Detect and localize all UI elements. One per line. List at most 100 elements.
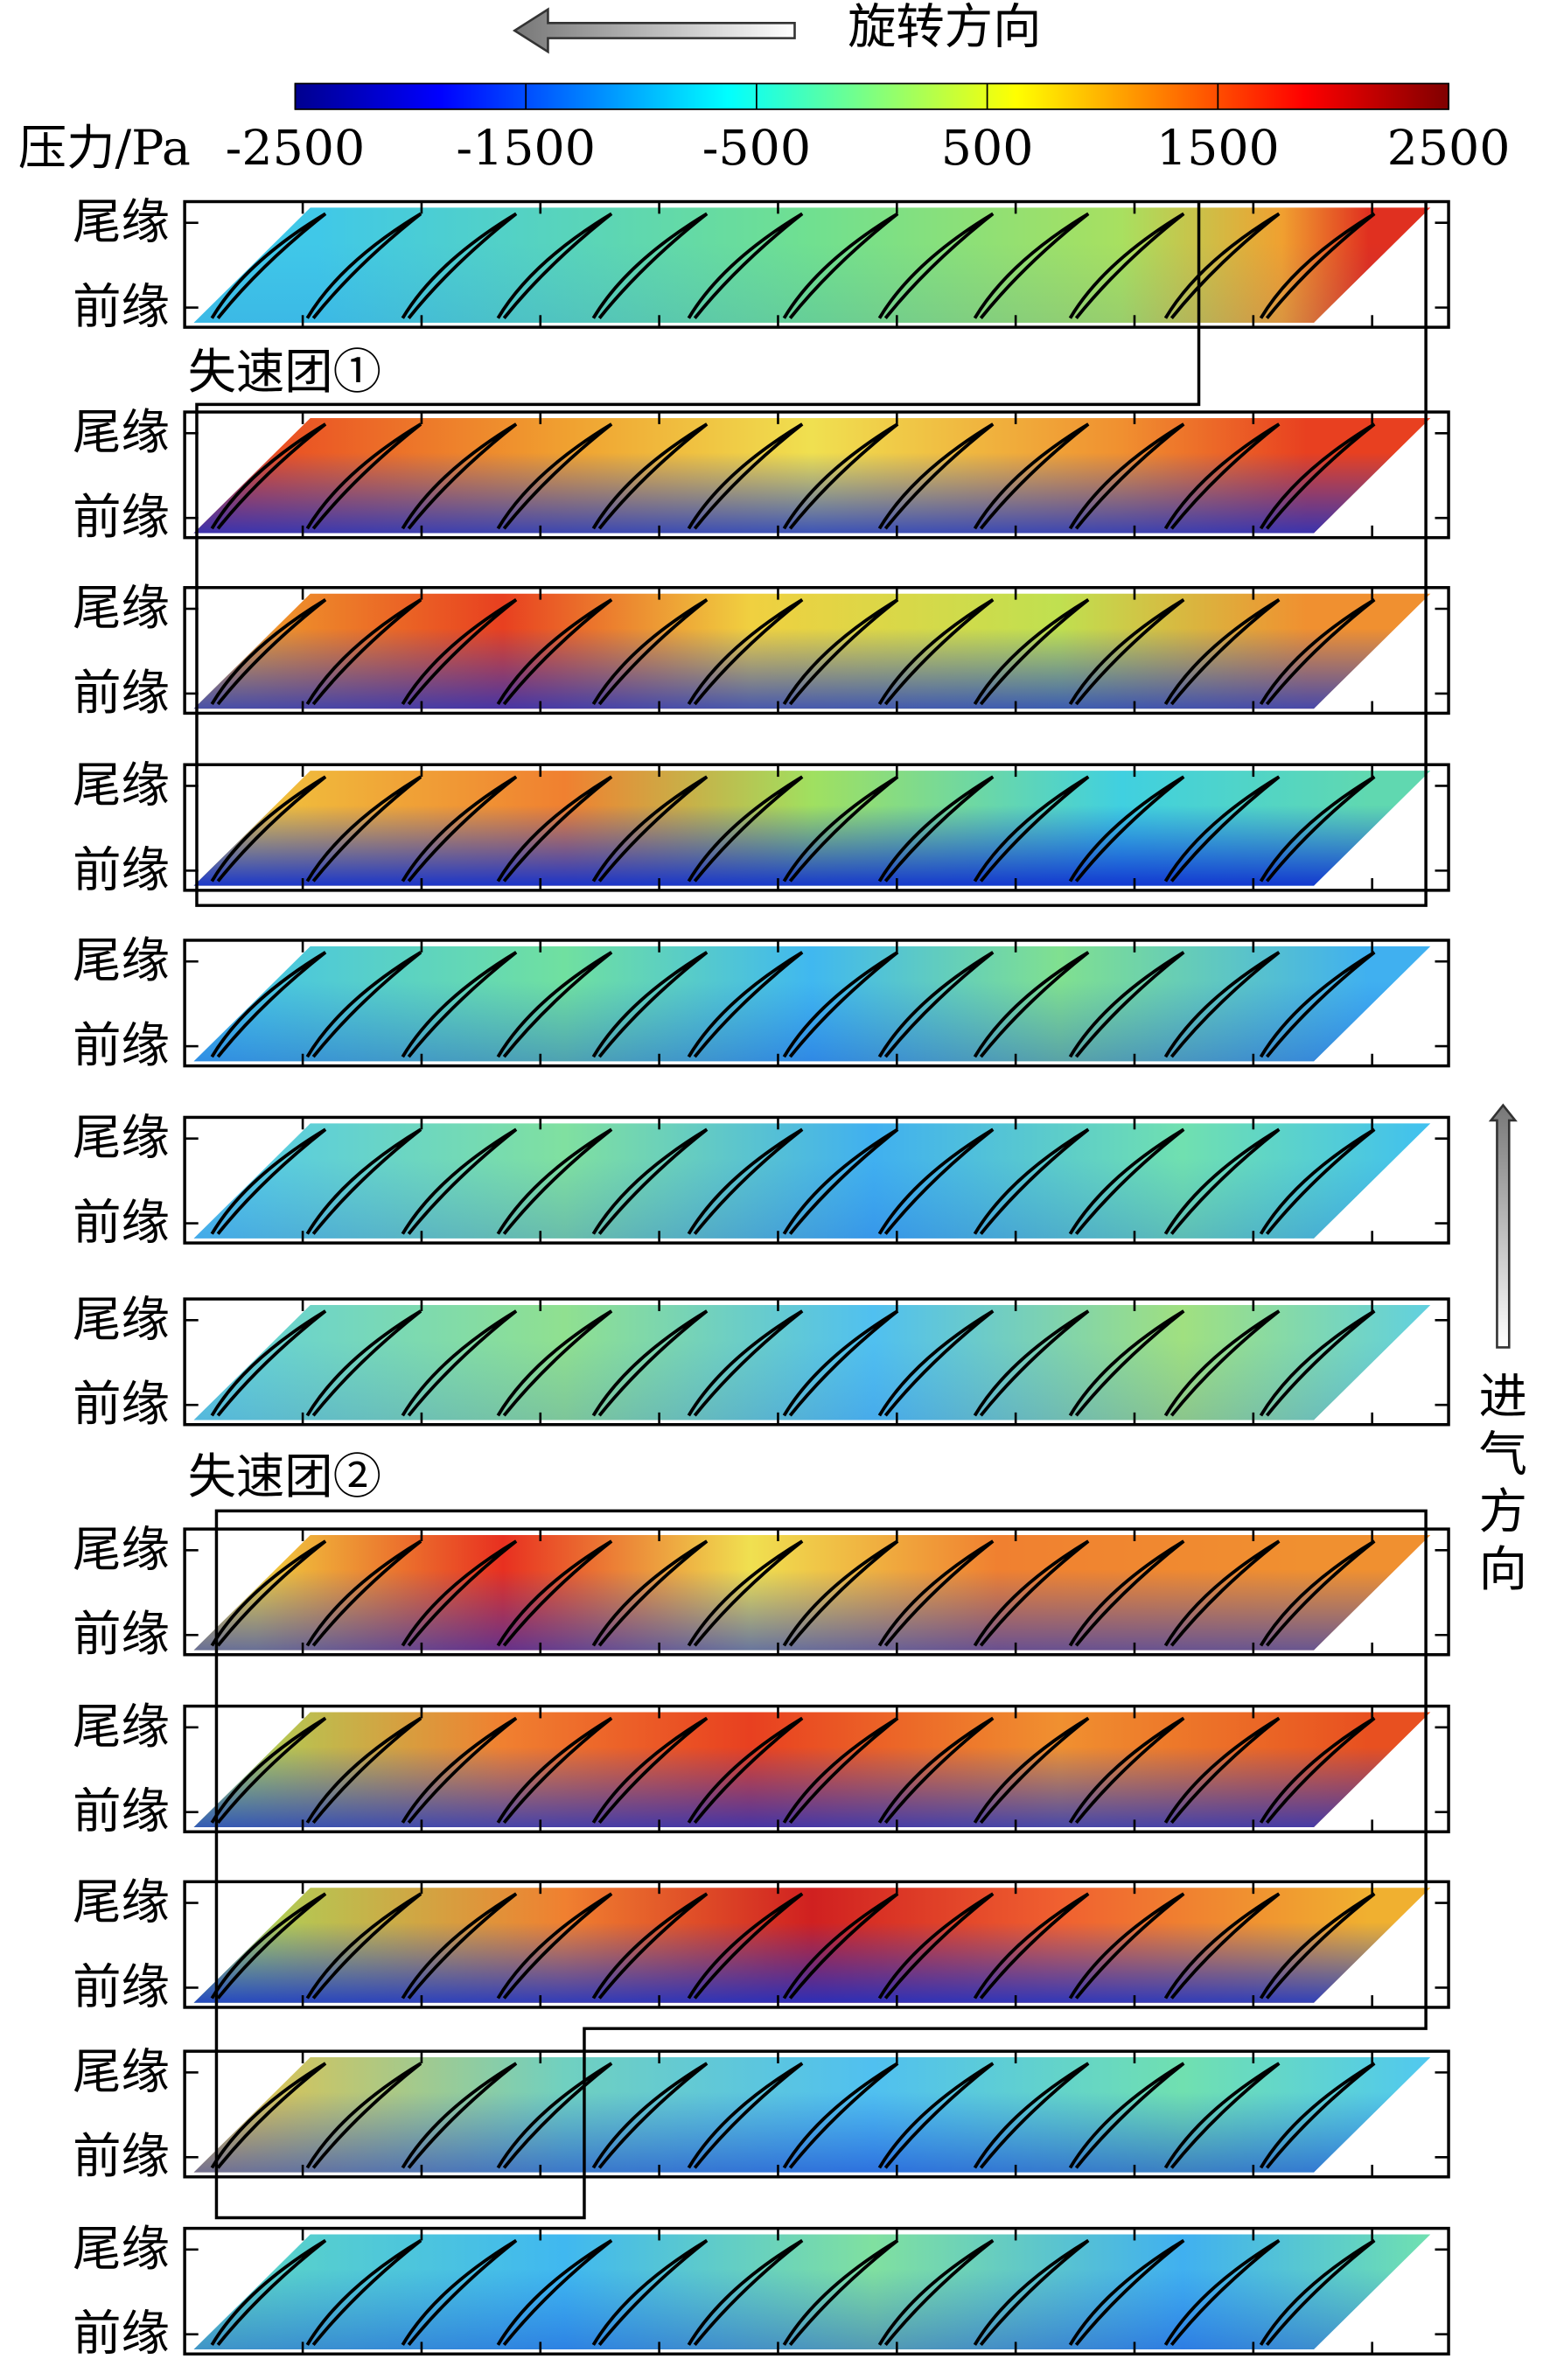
y-tick-label: 尾缘 xyxy=(73,581,170,637)
inflow-char: 气 xyxy=(1479,1427,1527,1483)
y-tick-label: 尾缘 xyxy=(73,1522,170,1578)
blade xyxy=(401,2062,518,2169)
blade xyxy=(591,2238,709,2347)
blade xyxy=(1068,597,1185,706)
blade xyxy=(1068,1892,1185,2000)
y-tick-label: 前缘 xyxy=(73,2129,170,2185)
panel-frame xyxy=(183,1115,1450,1245)
blade xyxy=(401,1309,518,1417)
blade xyxy=(687,422,804,530)
y-tick-label: 前缘 xyxy=(73,490,170,546)
blade xyxy=(401,2238,518,2347)
blade xyxy=(877,2062,995,2169)
contour-low xyxy=(193,771,1431,886)
blade xyxy=(1259,212,1376,319)
panels: 尾缘前缘尾缘前缘尾缘前缘尾缘前缘尾缘前缘尾缘前缘尾缘前缘尾缘前缘尾缘前缘尾缘前缘… xyxy=(73,195,1450,2363)
colorbar-tick-label: -500 xyxy=(702,121,811,177)
colorbar-tick-label: 2500 xyxy=(1387,121,1511,177)
blade xyxy=(1163,1892,1281,2000)
blade xyxy=(401,951,518,1058)
blade xyxy=(973,1892,1090,2000)
y-tick-label: 前缘 xyxy=(73,1018,170,1074)
blade xyxy=(1163,2062,1281,2169)
blade xyxy=(1068,212,1185,319)
blade xyxy=(877,422,995,530)
blade xyxy=(496,1309,613,1417)
y-tick-label: 尾缘 xyxy=(73,405,170,461)
blade xyxy=(877,1539,995,1647)
blade xyxy=(1259,1127,1376,1235)
blade xyxy=(496,1892,613,2000)
blade xyxy=(973,775,1090,883)
panel-frame xyxy=(183,1704,1450,1833)
y-tick-label: 尾缘 xyxy=(73,933,170,989)
blade xyxy=(687,212,804,319)
blade xyxy=(877,597,995,706)
inflow-char: 进 xyxy=(1479,1370,1527,1426)
blade xyxy=(877,1716,995,1825)
blade xyxy=(210,2062,327,2169)
blade xyxy=(687,1716,804,1825)
blade xyxy=(687,597,804,706)
stall-box-2 xyxy=(214,1509,1428,2220)
blade xyxy=(973,1539,1090,1647)
blade xyxy=(210,1716,327,1825)
blade xyxy=(591,1539,709,1647)
y-tick-label: 前缘 xyxy=(73,666,170,722)
blade xyxy=(496,597,613,706)
contour-low xyxy=(193,2057,1431,2173)
blade xyxy=(877,212,995,319)
blade xyxy=(687,1309,804,1417)
blade xyxy=(1068,951,1185,1058)
blade xyxy=(401,212,518,319)
blade xyxy=(1259,2062,1376,2169)
blade xyxy=(401,597,518,706)
contour-low xyxy=(193,1712,1431,1828)
blade xyxy=(1163,1127,1281,1235)
y-tick-label: 尾缘 xyxy=(73,195,170,251)
blade xyxy=(687,775,804,883)
panel-frame xyxy=(183,2226,1450,2356)
panel-frame xyxy=(183,2049,1450,2179)
blade xyxy=(1259,951,1376,1058)
contour-low xyxy=(193,207,1431,323)
y-tick-label: 前缘 xyxy=(73,280,170,336)
blade xyxy=(1068,1309,1185,1417)
contour-low xyxy=(193,417,1431,534)
blade xyxy=(687,1539,804,1647)
blade xyxy=(1163,2238,1281,2347)
blade xyxy=(496,1127,613,1235)
panel-frame xyxy=(183,939,1450,1068)
blade xyxy=(973,2062,1090,2169)
blade xyxy=(973,212,1090,319)
blade xyxy=(1259,775,1376,883)
blade xyxy=(687,951,804,1058)
contour-low xyxy=(193,1888,1431,2003)
blade xyxy=(1163,597,1281,706)
blade xyxy=(591,1716,709,1825)
y-tick-label: 前缘 xyxy=(73,1959,170,2015)
inflow-arrow xyxy=(1488,1103,1518,1349)
blade xyxy=(496,212,613,319)
blade xyxy=(591,1892,709,2000)
blade xyxy=(1259,1539,1376,1647)
label-bg xyxy=(181,351,424,401)
blade xyxy=(973,1309,1090,1417)
y-tick-label: 前缘 xyxy=(73,1607,170,1663)
blade xyxy=(1068,1716,1185,1825)
blade xyxy=(1259,1892,1376,2000)
contour-low xyxy=(193,1123,1431,1239)
contour-low xyxy=(193,593,1431,709)
blade xyxy=(1163,1716,1281,1825)
y-tick-label: 尾缘 xyxy=(73,1111,170,1167)
panel-frame xyxy=(183,1527,1450,1657)
blade xyxy=(210,775,327,883)
panel-frame xyxy=(183,586,1450,715)
blade xyxy=(1259,422,1376,530)
blade xyxy=(496,1716,613,1825)
inflow-char: 向 xyxy=(1479,1542,1527,1598)
blade xyxy=(210,422,327,530)
blade xyxy=(877,1892,995,2000)
blade xyxy=(1163,951,1281,1058)
panel-frame xyxy=(183,1297,1450,1427)
